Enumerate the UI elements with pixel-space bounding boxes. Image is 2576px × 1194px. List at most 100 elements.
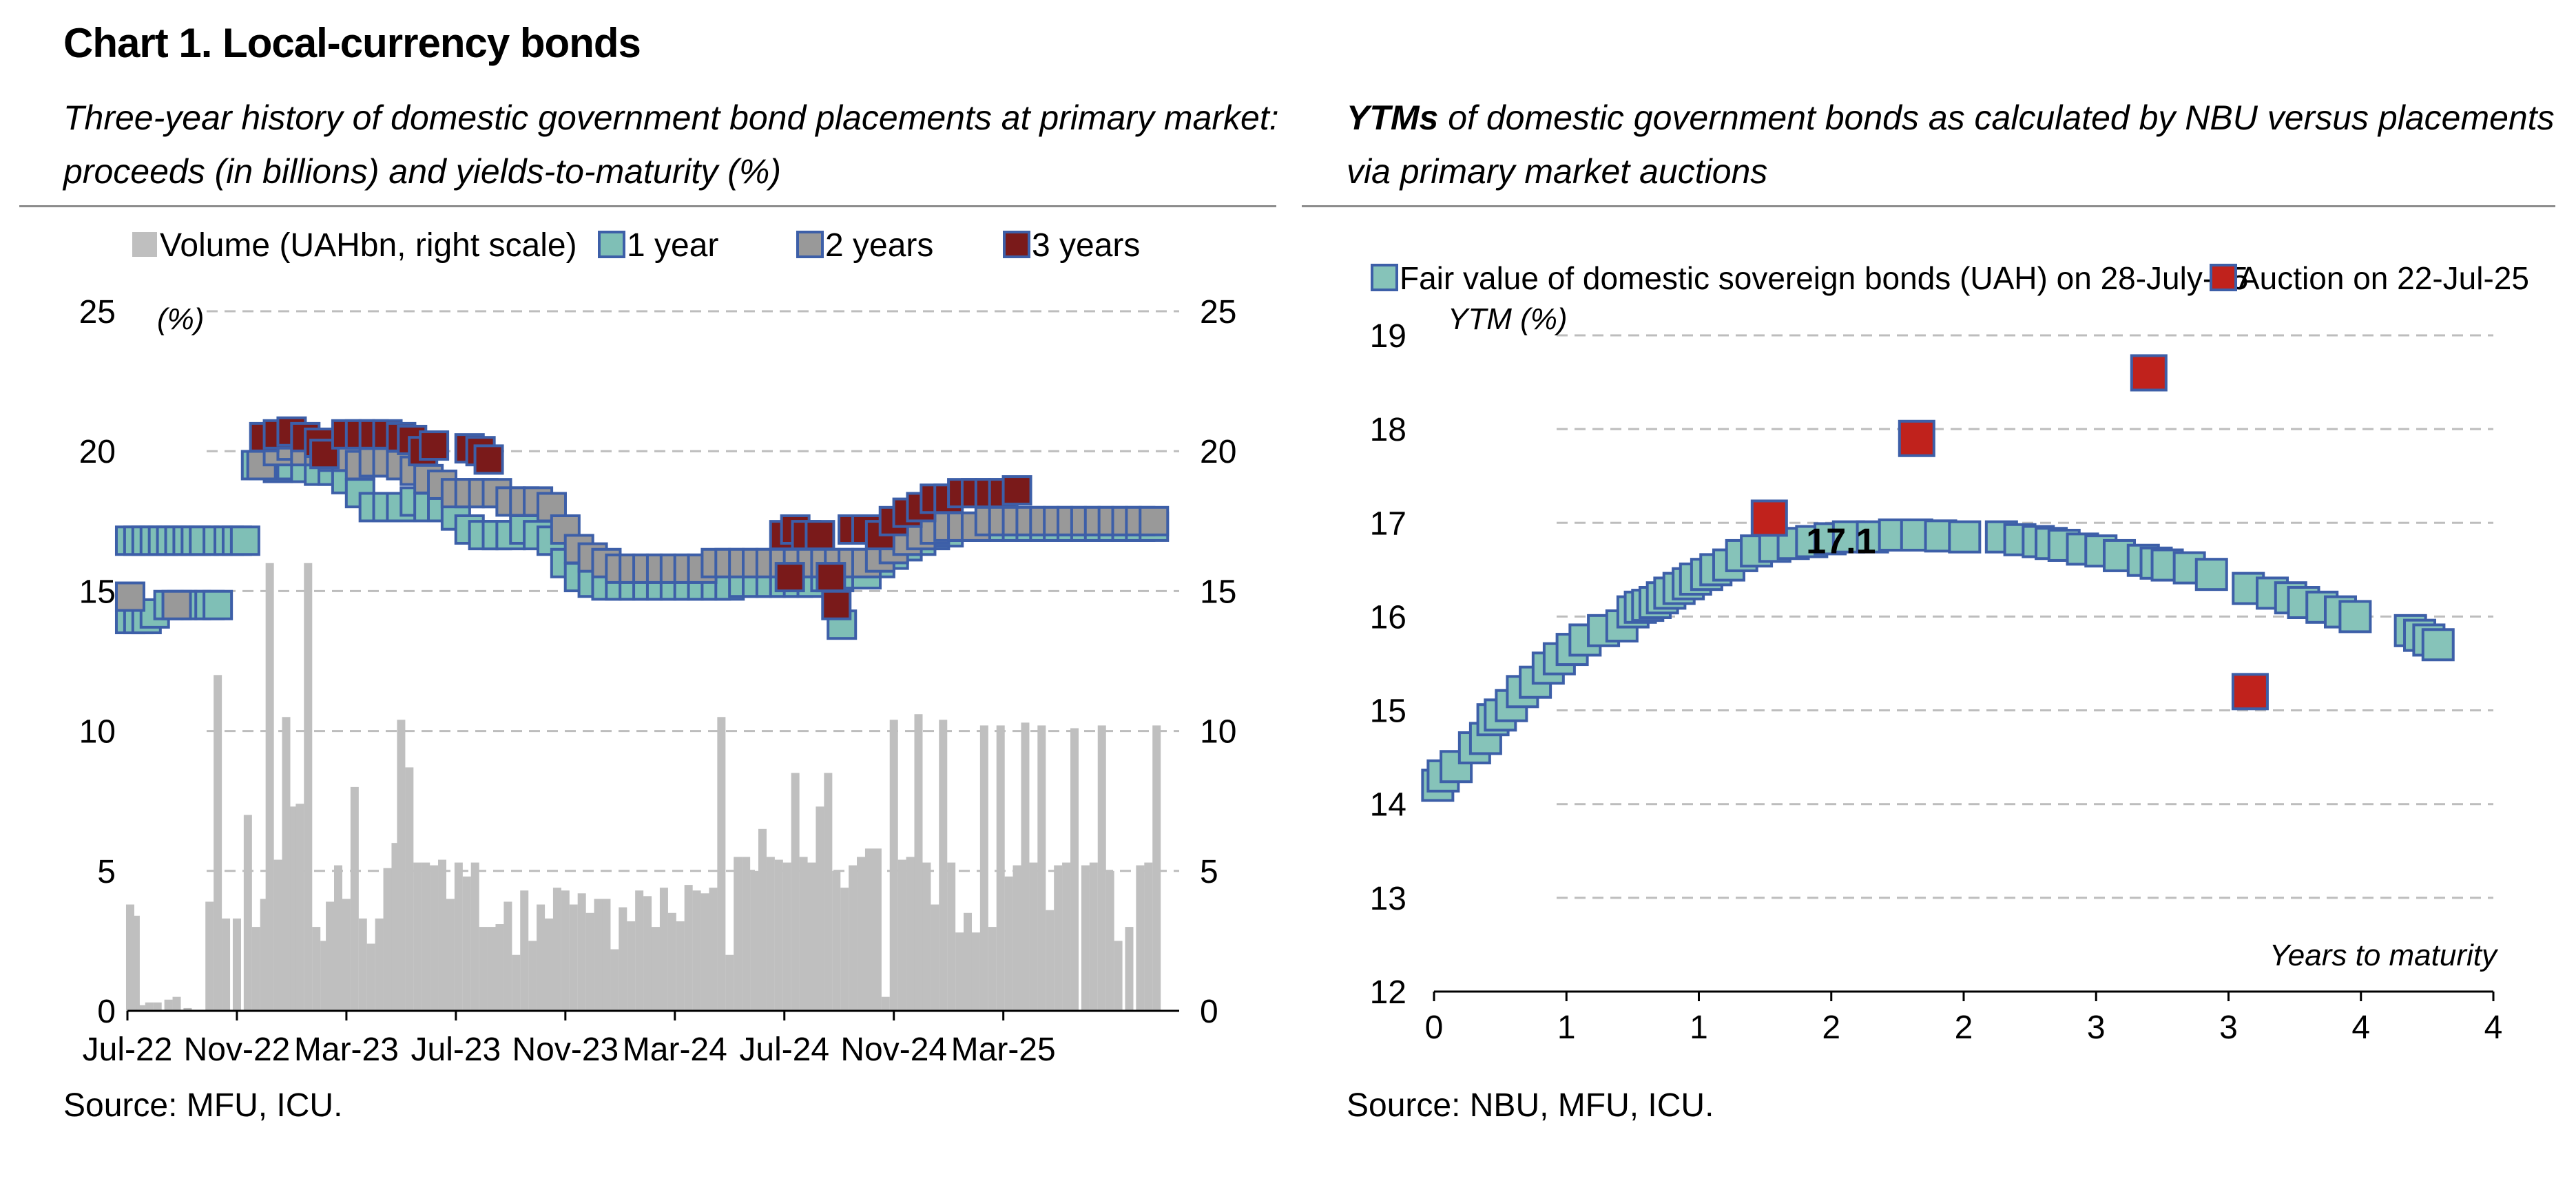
volume-bar (454, 862, 463, 1011)
volume-bar (585, 912, 594, 1011)
legend-swatch (1003, 231, 1030, 258)
left-chart-subtitle: Three-year history of domestic governmen… (63, 91, 1279, 198)
three-year-point (821, 589, 852, 620)
volume-bar (742, 857, 751, 1011)
volume-bar (889, 720, 898, 1011)
legend-swatch (796, 231, 824, 258)
auction-point (2231, 673, 2269, 711)
volume-bar (1152, 725, 1161, 1011)
y-tick-label: 20 (79, 434, 116, 470)
volume-bar (594, 899, 603, 1011)
volume-bar (295, 804, 304, 1011)
one-year-point (202, 589, 233, 620)
volume-bar (1136, 865, 1145, 1011)
volume-bar (897, 859, 906, 1011)
volume-bar (375, 918, 384, 1011)
volume-bar (1012, 865, 1021, 1011)
volume-bar (1081, 865, 1090, 1011)
volume-bar (881, 996, 890, 1011)
volume-bar (1029, 862, 1038, 1011)
volume-bar (864, 848, 873, 1011)
volume-bar (849, 865, 858, 1011)
legend-label: 2 years (825, 227, 933, 264)
left-source: Source: MFU, ICU. (63, 1087, 343, 1124)
auction-point (2130, 354, 2168, 392)
volume-bar (758, 828, 767, 1011)
right-divider (1302, 205, 2555, 207)
volume-bar (366, 943, 375, 1011)
volume-bar (766, 857, 775, 1011)
volume-bar (413, 862, 422, 1011)
legend-label: 3 years (1032, 227, 1140, 264)
volume-bar (265, 563, 274, 1011)
volume-bar (326, 901, 335, 1011)
y-tick-label: 16 (1370, 599, 1406, 636)
volume-bar (232, 918, 241, 1011)
x-tick-label: 2 (1822, 1009, 1840, 1046)
volume-bar (405, 767, 414, 1011)
y-tick-label: 17 (1370, 505, 1406, 542)
volume-bar (172, 996, 181, 1011)
volume-bar (479, 927, 488, 1011)
legend-label: Fair value of domestic sovereign bonds (… (1400, 260, 2248, 296)
three-year-point (419, 430, 450, 461)
fair-value-point (2194, 558, 2228, 591)
volume-bar (922, 862, 931, 1011)
x-tick-label: 3 (2219, 1009, 2238, 1046)
volume-bar (145, 1002, 154, 1011)
volume-bar (873, 848, 882, 1011)
volume-bar (561, 890, 570, 1011)
volume-bar (251, 927, 260, 1011)
volume-bar (569, 904, 578, 1011)
y-tick-label: 12 (1370, 974, 1406, 1011)
x-tick-label: Nov-23 (512, 1031, 619, 1068)
right-subtitle-line1: YTMs of domestic government bonds as cal… (1347, 91, 2555, 145)
right-source: Source: NBU, MFU, ICU. (1347, 1087, 1714, 1124)
x-tick-label: Mar-25 (951, 1031, 1056, 1068)
volume-bar (304, 563, 313, 1011)
volume-bar (1097, 725, 1106, 1011)
volume-bar (947, 862, 956, 1011)
y2-tick-label: 10 (1200, 714, 1236, 751)
volume-bar (643, 896, 652, 1011)
volume-bar (659, 888, 668, 1011)
volume-bar (635, 890, 644, 1011)
volume-bar (996, 725, 1005, 1011)
x-tick-label: Nov-24 (840, 1031, 947, 1068)
x-tick-label: 4 (2484, 1009, 2503, 1046)
auction-point (1750, 499, 1788, 537)
right-subtitle-bold: YTMs (1347, 98, 1439, 137)
x-tick-label: Mar-24 (623, 1031, 727, 1068)
left-subtitle-line2: proceeds (in billions) and yields-to-mat… (63, 152, 782, 191)
legend-label: Auction on 22-Jul-25 (2239, 260, 2529, 296)
volume-bar (520, 890, 529, 1011)
volume-bar (782, 862, 791, 1011)
volume-bar (709, 888, 718, 1011)
volume-bar (422, 862, 430, 1011)
volume-bar (667, 912, 676, 1011)
fair-value-point (2421, 628, 2455, 662)
one-year-point (229, 525, 260, 556)
x-tick-label: 4 (2351, 1009, 2370, 1046)
volume-bar (503, 901, 512, 1011)
volume-bar (774, 859, 783, 1011)
auction-point (1898, 419, 1935, 457)
three-year-point (816, 562, 846, 593)
volume-bar (1046, 910, 1055, 1011)
volume-bar (282, 717, 291, 1011)
legend-swatch (2210, 264, 2237, 291)
volume-bar (1037, 725, 1046, 1011)
volume-bar (350, 786, 359, 1011)
volume-bar (1114, 941, 1123, 1011)
legend-swatch (1371, 264, 1398, 291)
volume-bar (487, 927, 496, 1011)
volume-bar (136, 1005, 145, 1011)
volume-bar (906, 857, 915, 1011)
volume-bar (545, 918, 553, 1011)
volume-bar (273, 859, 282, 1011)
y-tick-label: 19 (1370, 318, 1406, 355)
volume-bar (462, 876, 471, 1011)
volume-bar (676, 921, 685, 1011)
three-year-point (804, 520, 835, 551)
